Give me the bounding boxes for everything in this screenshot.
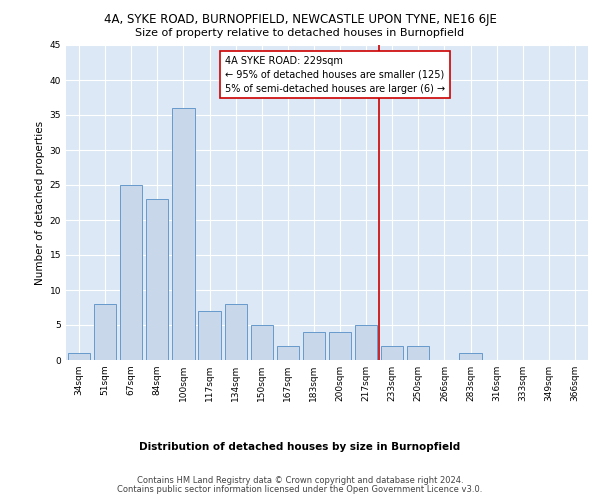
Bar	[172, 108, 194, 360]
Bar	[381, 346, 403, 360]
Bar	[199, 311, 221, 360]
Text: Distribution of detached houses by size in Burnopfield: Distribution of detached houses by size …	[139, 442, 461, 452]
Text: Contains HM Land Registry data © Crown copyright and database right 2024.: Contains HM Land Registry data © Crown c…	[137, 476, 463, 485]
Bar	[251, 325, 273, 360]
Bar	[146, 199, 169, 360]
Bar	[303, 332, 325, 360]
Bar	[224, 304, 247, 360]
Bar	[329, 332, 351, 360]
Bar	[120, 185, 142, 360]
Bar	[68, 353, 90, 360]
Y-axis label: Number of detached properties: Number of detached properties	[35, 120, 46, 284]
Text: 4A, SYKE ROAD, BURNOPFIELD, NEWCASTLE UPON TYNE, NE16 6JE: 4A, SYKE ROAD, BURNOPFIELD, NEWCASTLE UP…	[104, 12, 496, 26]
Text: Contains public sector information licensed under the Open Government Licence v3: Contains public sector information licen…	[118, 485, 482, 494]
Bar	[460, 353, 482, 360]
Bar	[277, 346, 299, 360]
Bar	[355, 325, 377, 360]
Bar	[407, 346, 430, 360]
Text: 4A SYKE ROAD: 229sqm
← 95% of detached houses are smaller (125)
5% of semi-detac: 4A SYKE ROAD: 229sqm ← 95% of detached h…	[225, 56, 445, 94]
Text: Size of property relative to detached houses in Burnopfield: Size of property relative to detached ho…	[136, 28, 464, 38]
Bar	[94, 304, 116, 360]
